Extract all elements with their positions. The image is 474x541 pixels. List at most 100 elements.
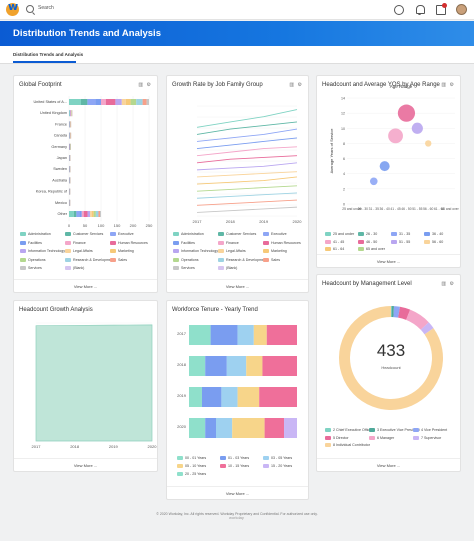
legend-item[interactable]: Research & Development [218, 258, 267, 262]
legend-item[interactable]: Human Resources [110, 241, 148, 245]
series-line [196, 121, 298, 135]
column-chart-icon[interactable]: ▥ [289, 82, 296, 88]
legend-swatch [173, 266, 179, 271]
x-tick-label: 2019 [109, 444, 119, 449]
bar-segment [189, 387, 202, 407]
legend-item[interactable]: 36 - 40 [424, 232, 443, 237]
view-more-link[interactable]: View More ... [376, 463, 401, 468]
legend-item[interactable]: Information Technology [173, 249, 218, 254]
legend-swatch [177, 456, 183, 461]
legend-item[interactable]: Research & Development [65, 258, 114, 262]
bar-segment [246, 356, 263, 376]
bubble [369, 177, 378, 186]
legend-item[interactable]: 15 - 20 Years [263, 464, 292, 469]
legend-item[interactable]: Marketing [263, 249, 287, 254]
column-chart-icon[interactable]: ▥ [441, 281, 448, 287]
view-more-link[interactable]: View More ... [73, 284, 98, 289]
legend-item[interactable]: 5 Director [325, 436, 349, 440]
legend-item[interactable]: Marketing [110, 249, 134, 254]
legend-swatch [177, 472, 183, 477]
bell-icon[interactable] [415, 5, 425, 15]
bar-segment [189, 418, 206, 438]
legend-label: 46 - 50 [366, 239, 378, 244]
legend-item[interactable]: Operations [20, 258, 46, 262]
legend-item[interactable]: Legal Affairs [65, 249, 93, 254]
legend-item[interactable]: Administration [173, 232, 204, 237]
legend-item[interactable]: Legal Affairs [218, 249, 246, 254]
legend-item[interactable]: 51 - 55 [391, 240, 410, 244]
legend-item[interactable]: Operations [173, 258, 199, 262]
gear-icon[interactable]: ⚙ [297, 82, 303, 88]
legend-item[interactable]: Finance [65, 241, 86, 245]
legend-item[interactable]: Finance [218, 241, 239, 245]
divider [167, 486, 308, 487]
legend-item[interactable]: 61 - 64 [325, 247, 344, 252]
legend-item[interactable]: Sales [110, 258, 127, 262]
legend-item[interactable]: Human Resources [263, 241, 301, 245]
legend-item[interactable]: 7 Supervisor [413, 436, 441, 440]
legend-item[interactable]: 56 - 60 [424, 240, 443, 244]
legend-item[interactable]: 26 - 30 [358, 232, 377, 237]
global-footprint-chart: 0 50 100 150 200 250 United States of A... Unit… [33, 96, 153, 228]
legend-item[interactable]: Executive [263, 232, 287, 237]
chat-icon[interactable] [394, 5, 404, 15]
legend-item[interactable]: 3 Executive Vice President [369, 428, 420, 433]
legend-item[interactable]: 4 Vice President [413, 428, 447, 433]
x-tick-label: 51 - 55 [412, 207, 422, 211]
legend-item[interactable]: 6 Manager [369, 436, 394, 440]
view-more-link[interactable]: View More ... [376, 259, 401, 264]
legend-item[interactable]: 20 - 25 Years [177, 472, 206, 477]
series-line [196, 155, 298, 164]
legend-item[interactable]: Executive [110, 232, 134, 237]
tab-distribution-trends[interactable]: Distribution Trends and Analysis [13, 52, 84, 57]
gear-icon[interactable]: ⚙ [146, 82, 152, 88]
legend-item[interactable]: 2 Chief Executive Officer [325, 428, 372, 433]
legend-item[interactable]: 8 Individual Contributor [325, 443, 370, 448]
legend-item[interactable]: 41 - 45 [325, 240, 344, 244]
legend-item[interactable]: Facilities [20, 241, 42, 245]
gear-icon[interactable]: ⚙ [449, 281, 455, 287]
bar-segment [79, 211, 82, 217]
card-title: Global Footprint [19, 82, 62, 88]
avatar[interactable] [456, 4, 467, 15]
bar-segment [91, 211, 94, 217]
workday-logo-icon[interactable] [6, 0, 19, 16]
legend-item[interactable]: 25 and under [325, 232, 355, 237]
legend-item[interactable]: 65 and over [358, 247, 385, 252]
search-input[interactable]: Search [38, 5, 54, 11]
legend-item[interactable]: (Blank) [218, 266, 237, 271]
inbox-icon[interactable] [436, 5, 446, 15]
view-more-link[interactable]: View More ... [225, 284, 250, 289]
card-management-level: Headcount by Management Level ▥ ⚙ 433 He… [316, 274, 461, 472]
column-chart-icon[interactable]: ▥ [441, 82, 448, 88]
legend-item[interactable]: 05 - 10 Years [177, 464, 206, 469]
card-workforce-tenure: Workforce Tenure - Yearly Trend 2017 2018… [166, 300, 309, 500]
bar-segment [125, 99, 131, 105]
legend-item[interactable]: Information Technology [20, 249, 65, 254]
legend-item[interactable]: 31 - 35 [391, 232, 410, 237]
legend-item[interactable]: 46 - 50 [358, 240, 377, 244]
view-more-link[interactable]: View More ... [225, 491, 250, 496]
gear-icon[interactable]: ⚙ [449, 82, 455, 88]
legend-item[interactable]: Sales [263, 258, 280, 262]
bar-segment [98, 211, 101, 217]
legend-item[interactable]: Services [173, 266, 195, 271]
view-more-link[interactable]: View More ... [73, 463, 98, 468]
legend-item[interactable]: Facilities [173, 241, 195, 245]
legend-item[interactable]: (Blank) [65, 266, 84, 271]
legend-swatch [110, 232, 116, 237]
legend-item[interactable]: Administration [20, 232, 51, 237]
legend-item[interactable]: Services [20, 266, 42, 271]
top-bar: Search [0, 0, 474, 20]
legend-item[interactable]: 01 - 03 Years [220, 456, 249, 461]
donut-center-caption: Headcount [381, 365, 401, 370]
legend-label: Services [28, 266, 42, 270]
legend-item[interactable]: Customer Services [65, 232, 103, 237]
legend-label: 25 and under [333, 232, 355, 236]
legend-item[interactable]: Customer Services [218, 232, 256, 237]
legend-label: 3 Executive Vice President [377, 428, 420, 432]
column-chart-icon[interactable]: ▥ [138, 82, 145, 88]
legend-item[interactable]: 10 - 15 Years [220, 464, 249, 469]
legend-item[interactable]: 00 - 01 Years [177, 456, 206, 461]
legend-item[interactable]: 03 - 05 Years [263, 456, 292, 461]
